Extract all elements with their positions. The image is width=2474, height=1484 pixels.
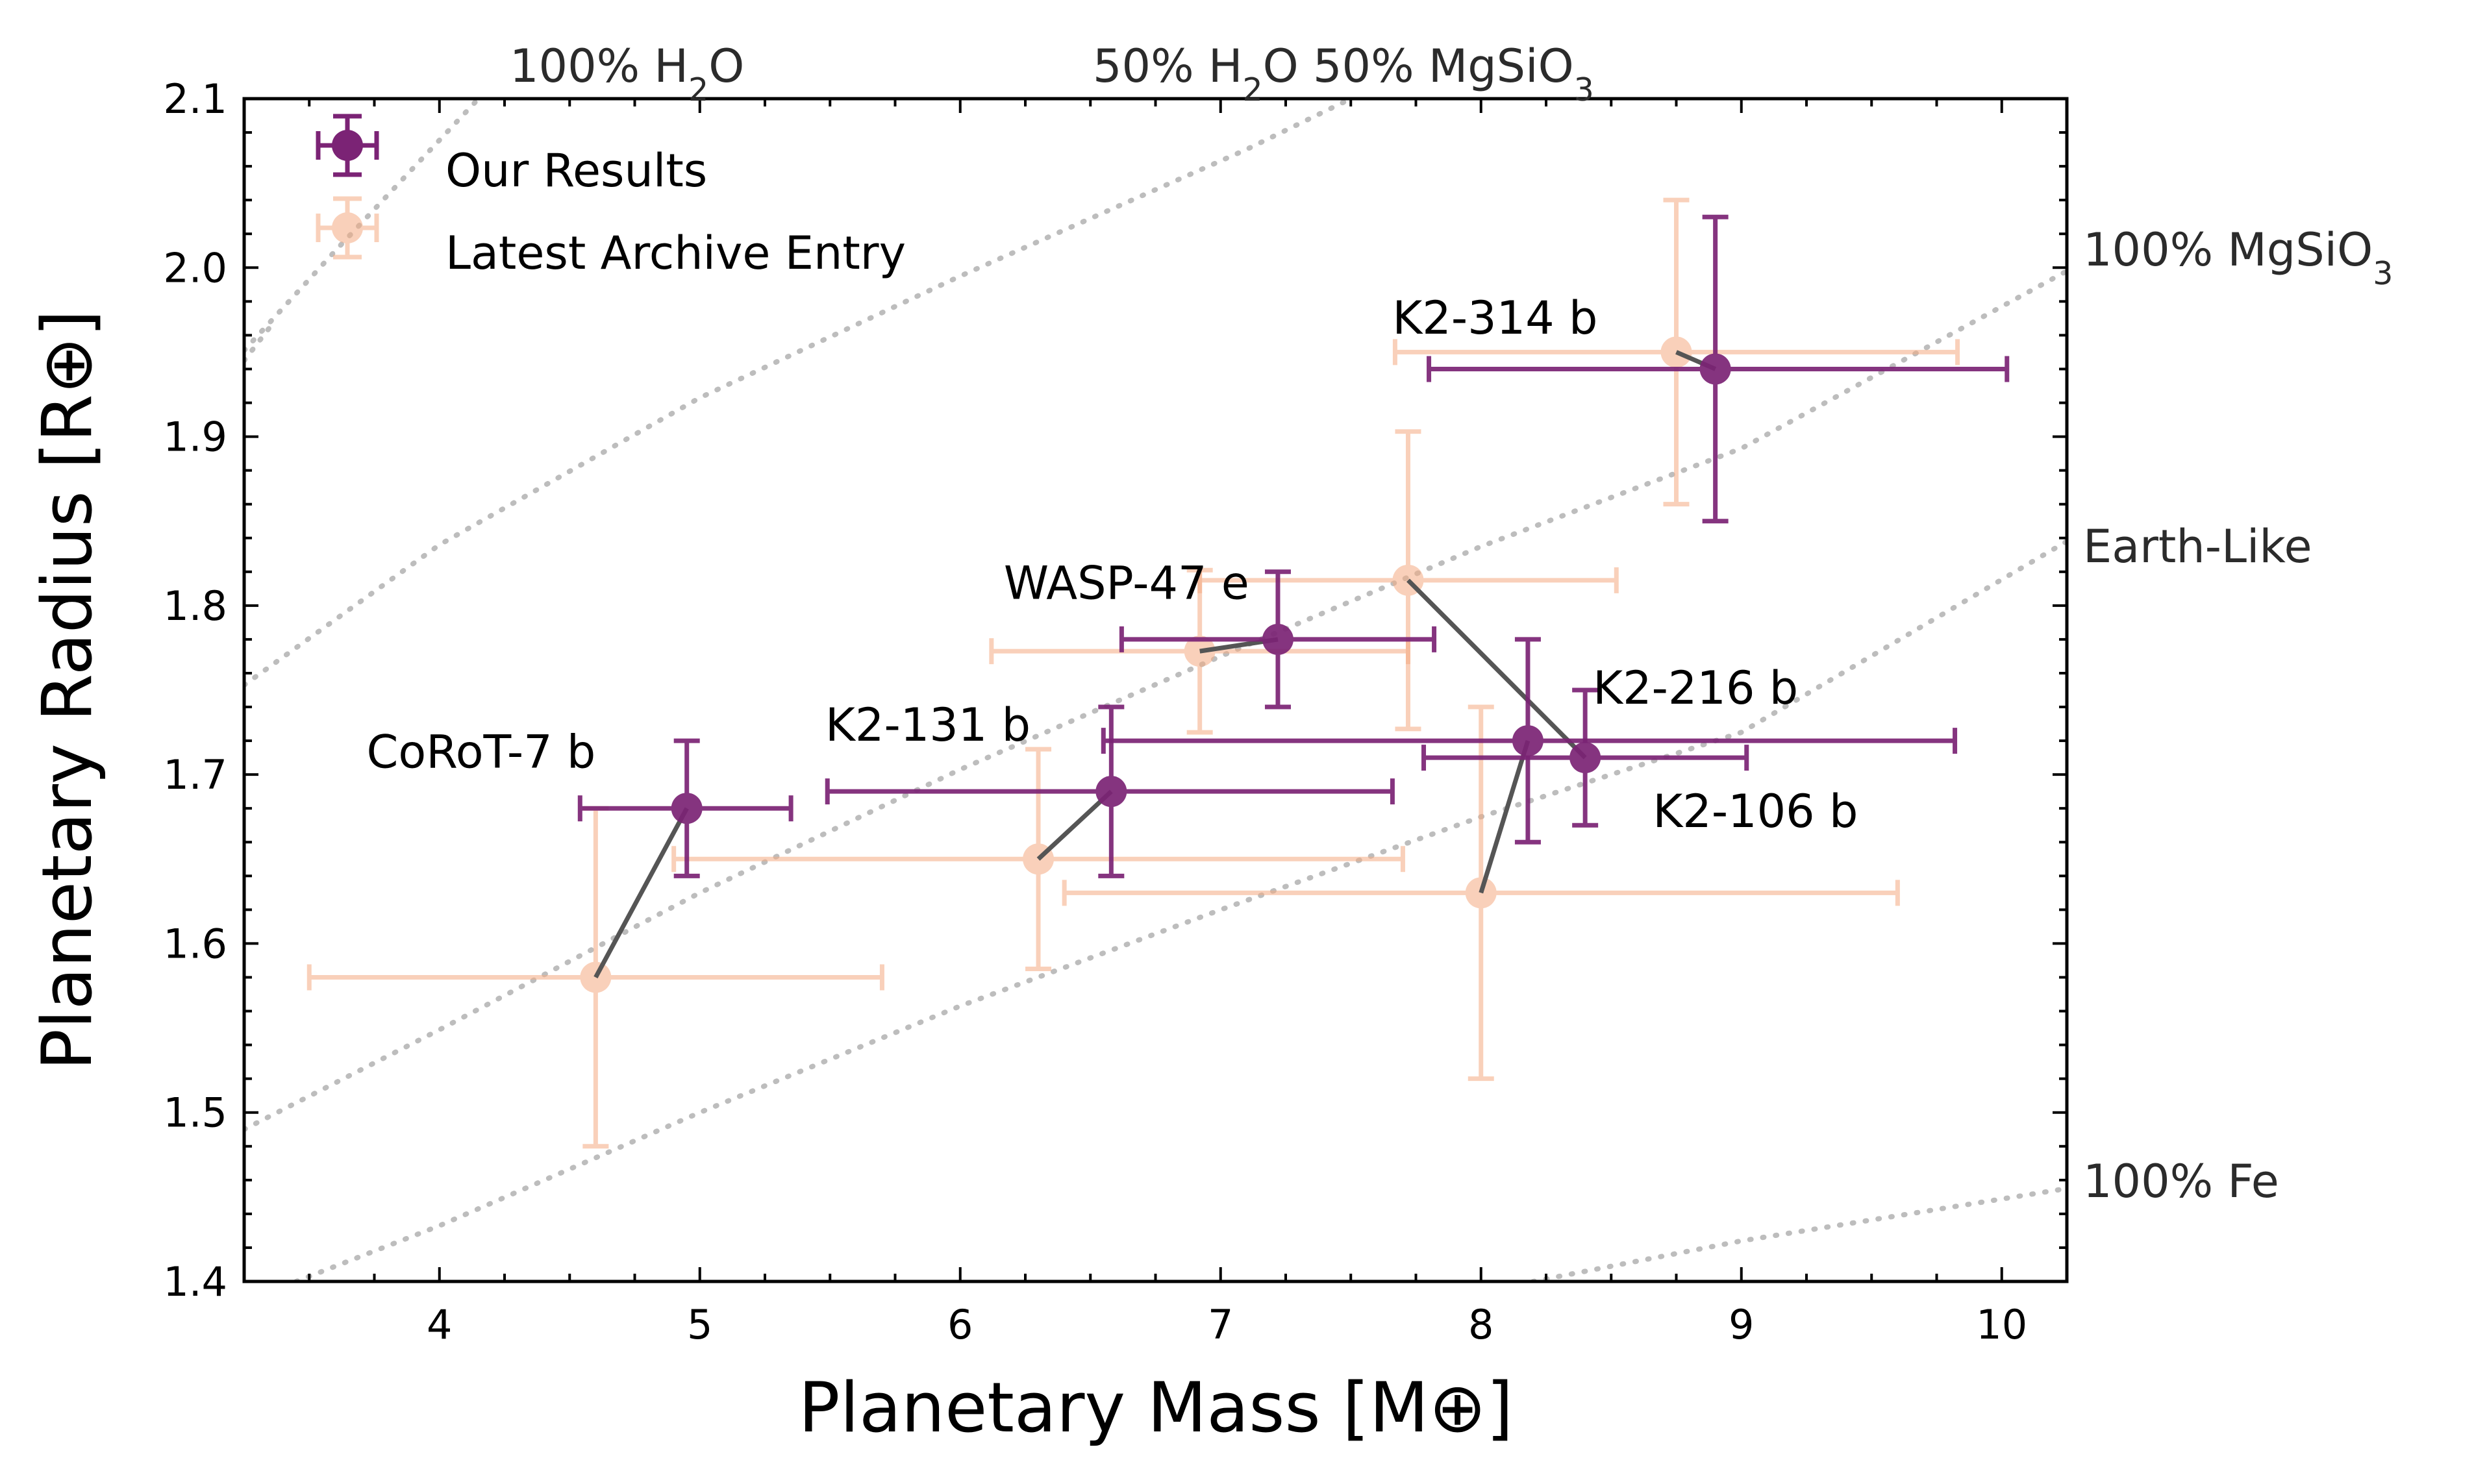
composition-curve-100-h2o-upper bbox=[244, 324, 273, 364]
ours-point-wasp-47-e bbox=[1119, 569, 1437, 710]
data-point-marker bbox=[1569, 742, 1601, 774]
x-axis-label: Planetary Mass [M⊕] bbox=[799, 1368, 1514, 1448]
ours-point-k2-216-b bbox=[1101, 637, 1958, 845]
legend: Our Results Latest Archive Entry bbox=[316, 114, 906, 280]
axis-ticks: 4 5 6 7 8 9 10 1.4 1.5 1.6 1.7 1.8 1.9 2.0 2.1 bbox=[163, 75, 2068, 1348]
ours-point-k2-314-b bbox=[1427, 214, 2010, 524]
data-point-marker bbox=[1699, 353, 1731, 385]
model-label-earth-like: Earth-Like bbox=[2083, 520, 2312, 573]
composition-curve-100-fe bbox=[1530, 1185, 2067, 1281]
planet-label-k2-106-b: K2-106 b bbox=[1653, 785, 1858, 838]
legend-label-our-results: Our Results bbox=[445, 144, 707, 197]
our-results-series bbox=[577, 214, 2010, 878]
connector-corot-7-b bbox=[594, 807, 689, 979]
y-tick-label: 1.6 bbox=[163, 920, 227, 967]
ours-point-corot-7-b bbox=[577, 738, 793, 878]
x-tick-label: 7 bbox=[1208, 1301, 1233, 1348]
planet-label-k2-131-b: K2-131 b bbox=[825, 699, 1031, 752]
data-point-marker bbox=[1512, 725, 1543, 757]
model-label-h2o-mgsio3: 50% H2O 50% MgSiO3 bbox=[1093, 40, 1594, 108]
planet-label-k2-314-b: K2-314 b bbox=[1392, 291, 1597, 345]
planet-label-corot-7-b: CoRoT-7 b bbox=[367, 726, 596, 779]
ours-point-k2-131-b bbox=[825, 704, 1395, 878]
x-tick-label: 10 bbox=[1976, 1301, 2027, 1348]
connector-k2-131-b bbox=[1036, 789, 1113, 861]
y-tick-label: 1.7 bbox=[163, 751, 227, 798]
legend-marker-archive bbox=[316, 196, 379, 260]
y-axis-label: Planetary Radius [R⊕] bbox=[27, 310, 107, 1070]
connector-lines bbox=[594, 350, 1717, 979]
composition-curve-100-mgsio3 bbox=[244, 268, 2067, 1132]
y-tick-label: 1.9 bbox=[163, 414, 227, 461]
ours-point-k2-106-b bbox=[1421, 687, 1749, 828]
x-tick-label: 9 bbox=[1729, 1301, 1754, 1348]
annotations: CoRoT-7 b K2-131 b WASP-47 e K2-216 b K2-106… bbox=[367, 291, 1858, 838]
legend-marker-our-results bbox=[316, 114, 379, 177]
x-tick-label: 6 bbox=[947, 1301, 973, 1348]
y-tick-label: 1.8 bbox=[163, 582, 227, 630]
composition-curves bbox=[244, 99, 2067, 1281]
y-tick-label: 2.1 bbox=[163, 75, 227, 123]
model-label-h2o: 100% H2O bbox=[510, 40, 744, 108]
y-tick-label: 1.4 bbox=[163, 1258, 227, 1305]
composition-curve-earth-like bbox=[294, 538, 2067, 1281]
model-label-mgsio3: 100% MgSiO3 bbox=[2083, 223, 2393, 292]
x-tick-label: 5 bbox=[687, 1301, 712, 1348]
planet-label-wasp-47-e: WASP-47 e bbox=[1004, 556, 1249, 610]
data-point-marker bbox=[1262, 623, 1293, 655]
planet-label-k2-216-b: K2-216 b bbox=[1593, 662, 1798, 715]
composition-curve-50-h2o-50-mgsio3 bbox=[244, 99, 1354, 688]
connector-k2-216-b bbox=[1479, 740, 1531, 894]
composition-curve-100-h2o bbox=[244, 99, 481, 353]
model-label-fe: 100% Fe bbox=[2083, 1155, 2279, 1208]
x-tick-label: 4 bbox=[427, 1301, 452, 1348]
connector-k2-106-b bbox=[1406, 578, 1587, 760]
x-tick-label: 8 bbox=[1468, 1301, 1493, 1348]
y-tick-label: 2.0 bbox=[163, 244, 227, 291]
y-tick-label: 1.5 bbox=[163, 1089, 227, 1137]
data-point-marker bbox=[671, 793, 703, 824]
legend-label-archive: Latest Archive Entry bbox=[445, 227, 906, 280]
data-point-marker bbox=[1095, 776, 1127, 808]
